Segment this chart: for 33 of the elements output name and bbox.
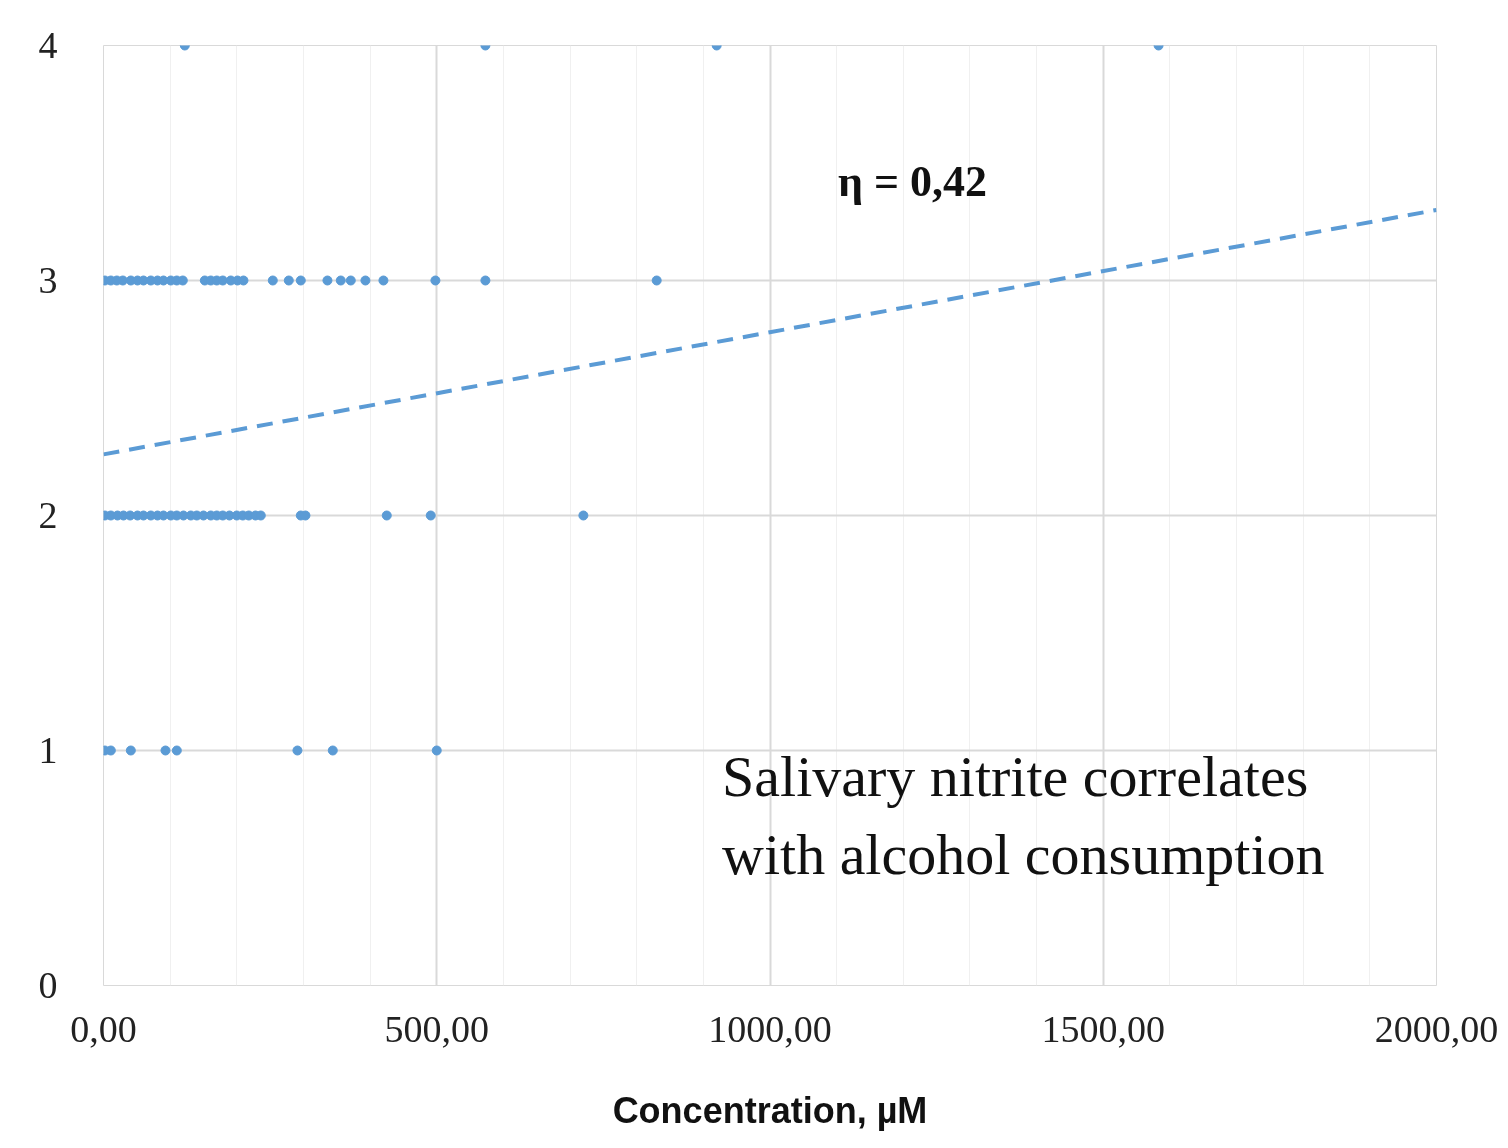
- point: [125, 745, 136, 756]
- x-tick-label: 1000,00: [708, 1007, 832, 1050]
- point: [578, 510, 589, 521]
- point: [292, 745, 303, 756]
- point: [360, 275, 371, 286]
- annotation: η = 0,42: [837, 157, 988, 207]
- point: [327, 745, 338, 756]
- x-tick-label: 0,00: [70, 1007, 137, 1050]
- point: [431, 745, 442, 756]
- y-tick-label: 4: [38, 24, 58, 66]
- point: [425, 510, 436, 521]
- point: [480, 275, 491, 286]
- annotation: Salivary nitrite correlates with alcohol consumption: [722, 743, 1325, 887]
- point: [335, 275, 346, 286]
- x-tick-label: 2000,00: [1374, 1007, 1499, 1050]
- x-axis-title: Concentration, µM: [612, 1089, 928, 1131]
- y-tick-label: 1: [38, 729, 58, 771]
- point: [430, 275, 441, 286]
- point: [651, 275, 662, 286]
- point: [171, 745, 182, 756]
- point: [381, 510, 392, 521]
- x-tick-label: 1500,00: [1041, 1007, 1165, 1050]
- point: [267, 275, 278, 286]
- y-tick-label: 2: [38, 494, 58, 536]
- point: [295, 275, 306, 286]
- point: [345, 275, 356, 286]
- y-tick-label: 0: [38, 964, 58, 1006]
- point: [283, 275, 294, 286]
- point: [322, 275, 333, 286]
- point: [378, 275, 389, 286]
- point: [160, 745, 171, 756]
- y-tick-label: 3: [38, 259, 58, 301]
- x-tick-label: 500,00: [384, 1007, 489, 1050]
